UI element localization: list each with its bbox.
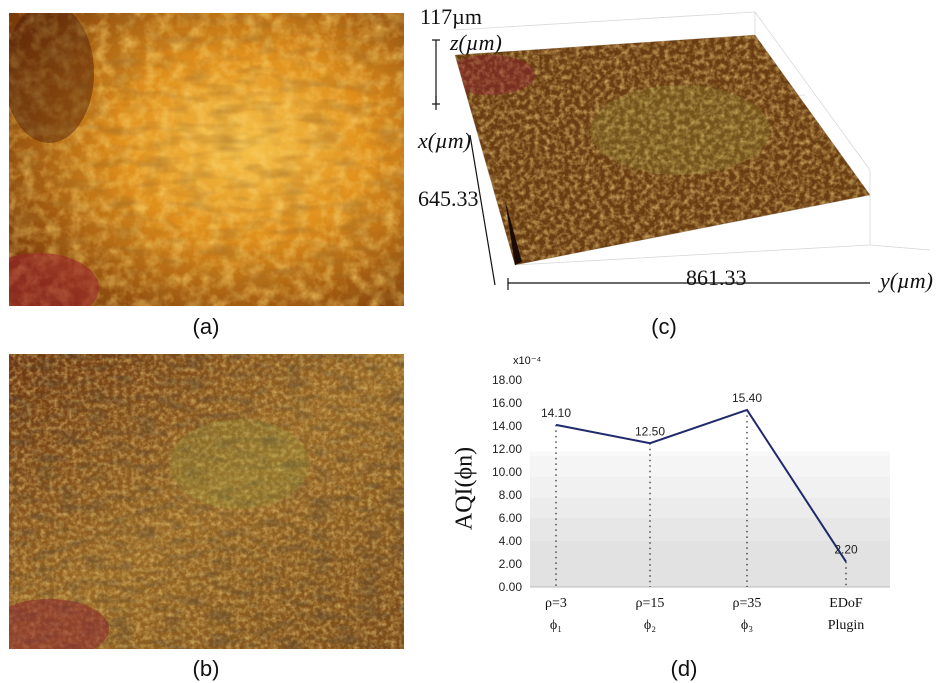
y-extent-label: 861.33 — [686, 265, 747, 290]
panel-c-3d-surface: 117µm z(µm) x(µm) 645.33 861.33 y(µm) — [410, 0, 943, 345]
data-label: 12.50 — [635, 424, 665, 438]
aqi-series-line — [555, 408, 847, 563]
surface-plot — [432, 11, 931, 290]
panel-c-caption: (c) — [651, 314, 677, 339]
panel-b-image — [9, 354, 404, 649]
panel-b-caption: (b) — [192, 656, 220, 681]
y-dimension-marker — [507, 278, 870, 290]
y-tick-label: 2.00 — [499, 557, 523, 571]
background-band — [530, 497, 890, 518]
y-tick-label: 14.00 — [492, 419, 522, 433]
background-band — [530, 541, 890, 587]
x-category-label: ρ=35 ϕ₃ — [732, 596, 762, 633]
background-band — [530, 518, 890, 541]
data-label: 2.20 — [834, 543, 858, 557]
x-category-label: ρ=3 ϕ₁ — [545, 596, 567, 633]
panel-d-chart: 0.00 2.00 4.00 6.00 8.00 10.00 12.00 14.00 16.00… — [450, 350, 920, 650]
x-dimension-marker — [469, 134, 496, 286]
y-tick-label: 16.00 — [492, 396, 522, 410]
background-band — [530, 476, 890, 498]
x-category-label: ρ=15 ϕ₂ — [635, 596, 665, 633]
y-axis-title: AQI(ϕn) — [451, 446, 478, 531]
scale-note: x10⁻⁴ — [513, 355, 542, 367]
z-dimension-marker — [432, 39, 440, 110]
panel-a-image — [9, 13, 404, 306]
data-label: 15.40 — [732, 391, 762, 405]
x-extent-label: 645.33 — [418, 186, 479, 211]
x-category-label: EDoF Plugin — [827, 596, 865, 633]
background-band — [530, 451, 890, 456]
y-tick-label: 10.00 — [492, 465, 522, 479]
y-axis-label: y(µm) — [880, 268, 933, 293]
x-axis-label: x(µm) — [418, 128, 471, 153]
y-tick-label: 12.00 — [492, 442, 522, 456]
y-tick-label: 0.00 — [499, 580, 523, 594]
y-tick-label: 18.00 — [492, 373, 522, 387]
background-band — [530, 455, 890, 477]
y-tick-label: 6.00 — [499, 511, 523, 525]
data-label: 14.10 — [541, 406, 571, 420]
y-tick-label: 8.00 — [499, 488, 523, 502]
aqi-line-chart: 0.00 2.00 4.00 6.00 8.00 10.00 12.00 14.00 16.00… — [492, 373, 890, 594]
y-tick-label: 4.00 — [499, 534, 523, 548]
panel-d-caption: (d) — [670, 656, 698, 681]
z-axis-label: z(µm) — [450, 30, 502, 55]
z-extent-label: 117µm — [420, 4, 482, 29]
panel-a-caption: (a) — [192, 314, 220, 339]
